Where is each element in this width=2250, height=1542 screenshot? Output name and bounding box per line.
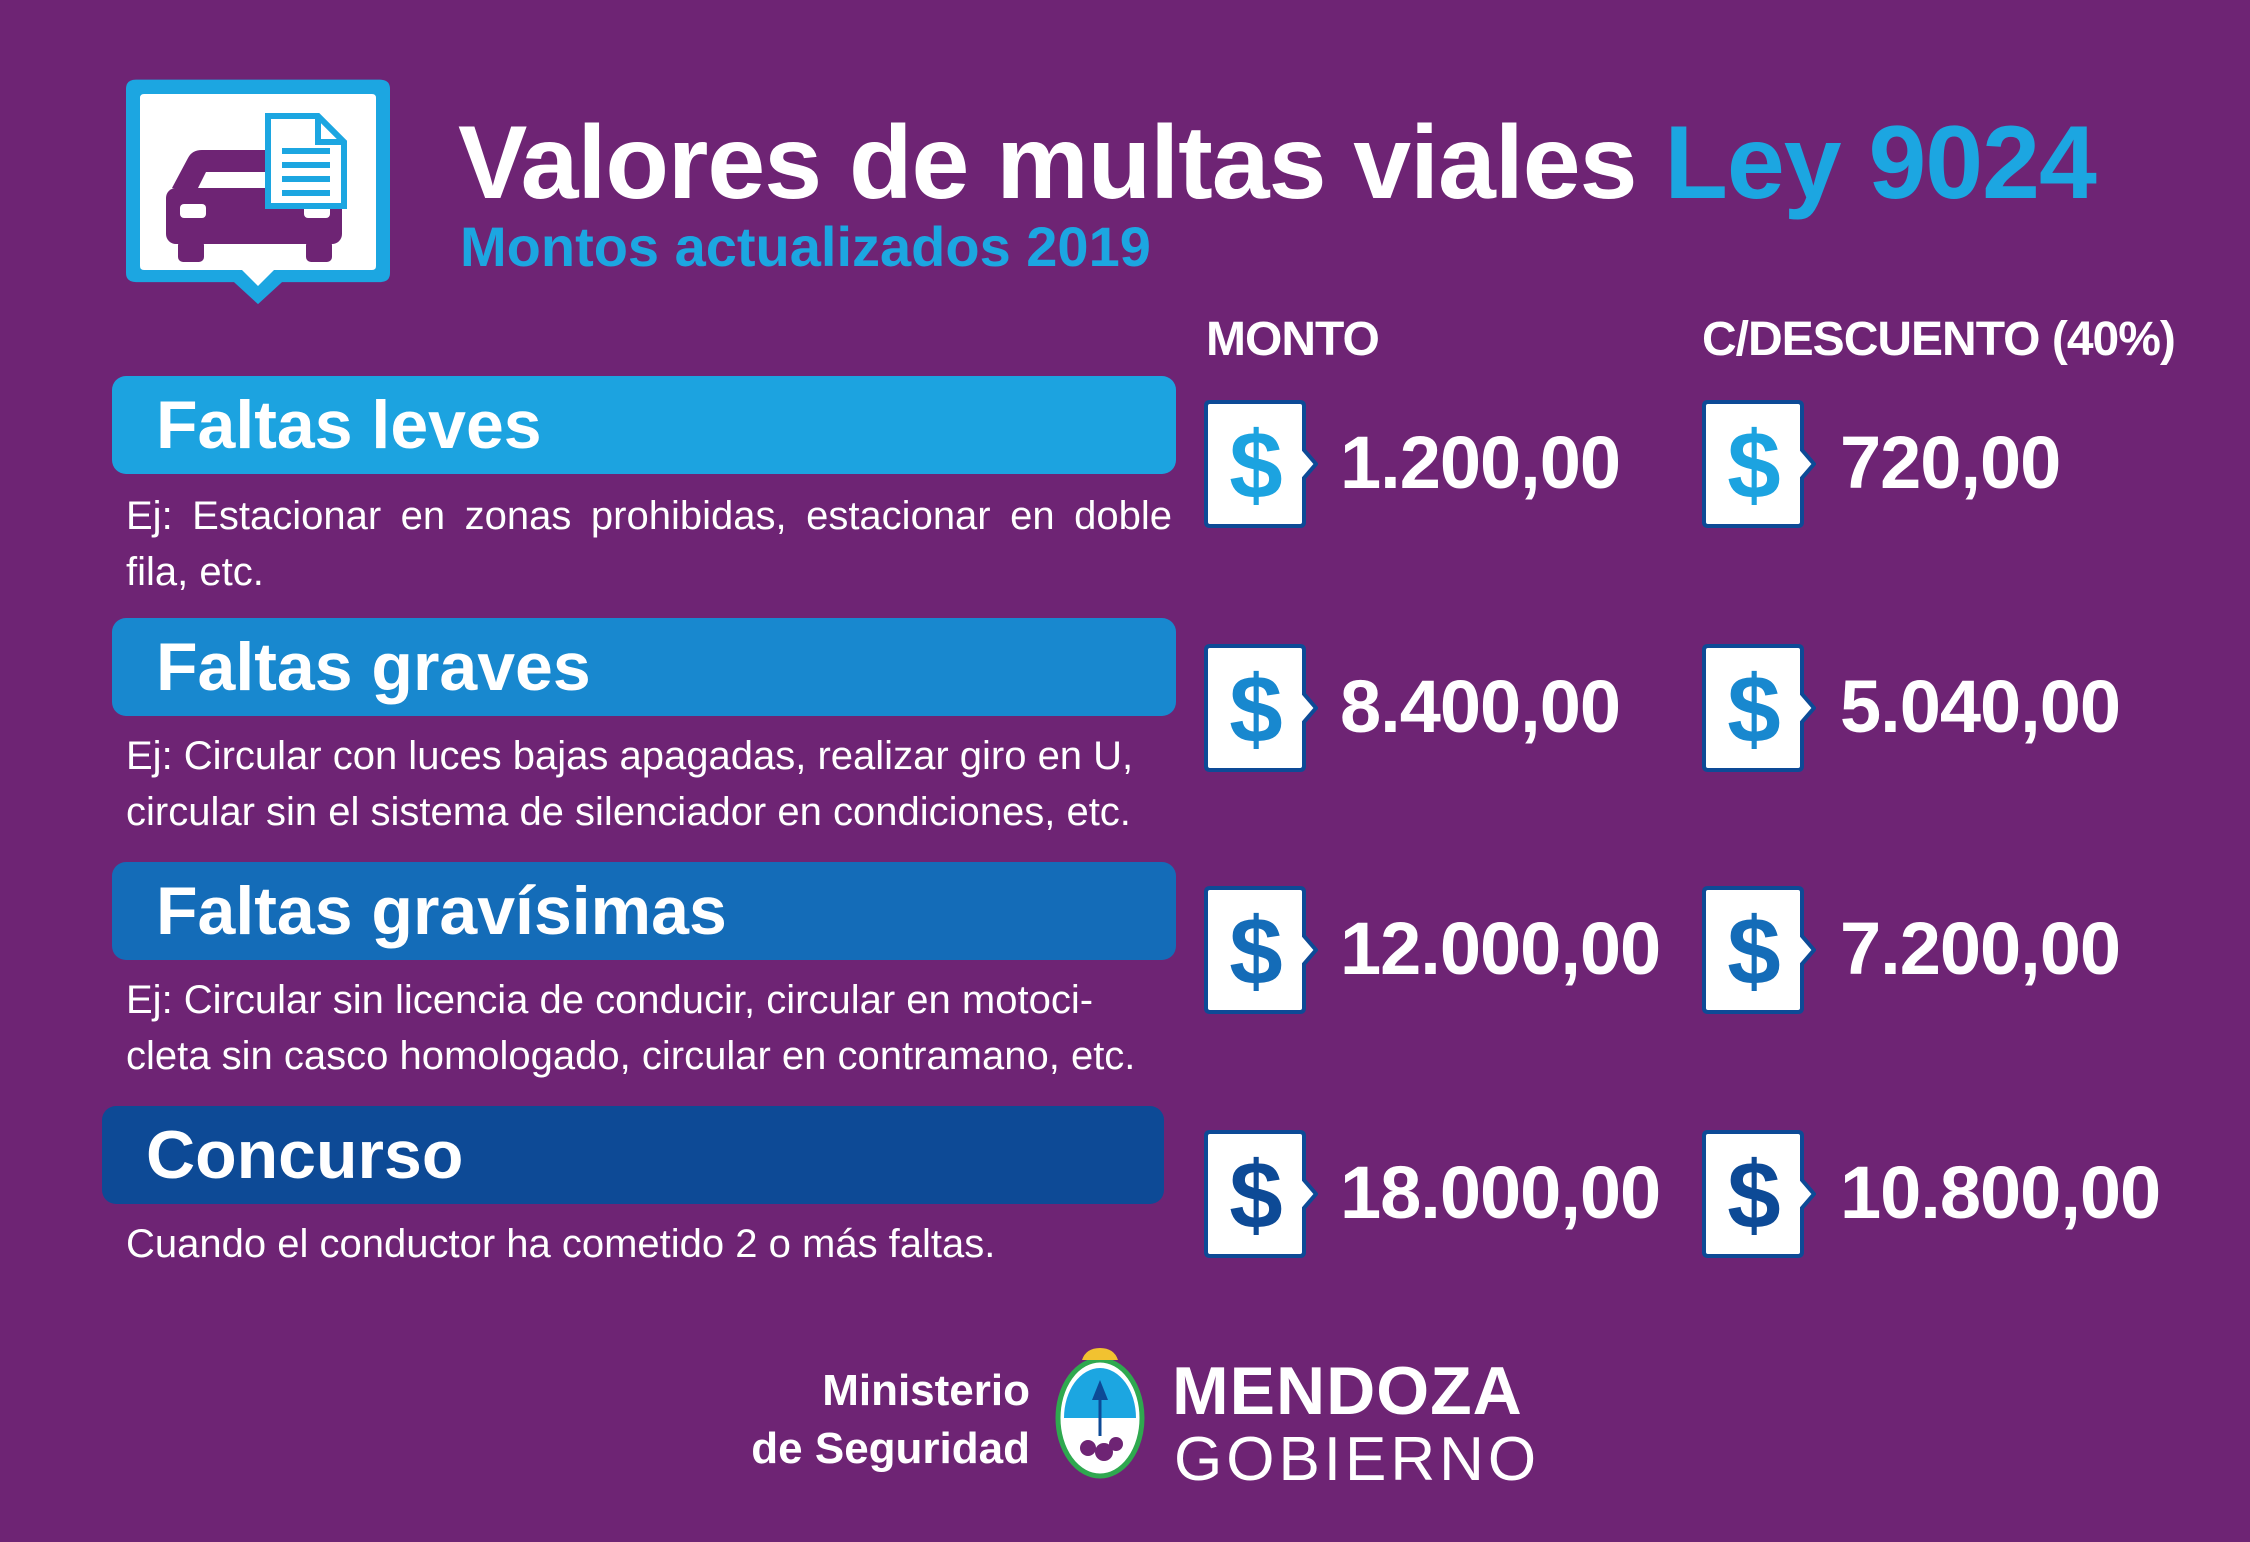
car-document-icon — [126, 79, 390, 305]
brand-gobierno: GOBIERNO — [1174, 1425, 1541, 1494]
page-subtitle: Montos actualizados 2019 — [460, 215, 1151, 278]
ministry-label: Ministerio de Seguridad — [700, 1362, 1030, 1478]
dollar-icon: $ — [1204, 644, 1318, 772]
column-header-monto: MONTO — [1206, 313, 1380, 366]
brand-mendoza: MENDOZA — [1172, 1353, 1523, 1429]
dollar-icon: $ — [1702, 1130, 1816, 1258]
monto-concurso: 18.000,00 — [1340, 1151, 1661, 1234]
dollar-icon: $ — [1204, 886, 1318, 1014]
title-main: Valores de multas viales — [458, 105, 1637, 221]
dollar-icon: $ — [1702, 400, 1816, 528]
descuento-faltas-graves: 5.040,00 — [1840, 665, 2121, 748]
column-header-descuento: C/DESCUENTO (40%) — [1702, 313, 2176, 366]
row-description-faltas-leves: Ej: Estacionar en zonas prohibidas, esta… — [126, 494, 1172, 594]
row-description-concurso: Cuando el conductor ha cometido 2 o más … — [126, 1222, 996, 1266]
row-label-faltas-gravisimas: Faltas gravísimas — [112, 862, 1176, 960]
svg-text:$: $ — [1727, 656, 1780, 763]
dollar-icon: $ — [1204, 1130, 1318, 1258]
dollar-icon: $ — [1702, 644, 1816, 772]
svg-text:$: $ — [1727, 412, 1780, 519]
page-title: Valores de multas viales Ley 9024 — [458, 104, 2097, 223]
svg-text:$: $ — [1229, 412, 1282, 519]
svg-text:$: $ — [1727, 1142, 1780, 1249]
ministry-line2: de Seguridad — [751, 1424, 1030, 1473]
monto-faltas-leves: 1.200,00 — [1340, 421, 1621, 504]
descuento-concurso: 10.800,00 — [1840, 1151, 2161, 1234]
monto-faltas-gravisimas: 12.000,00 — [1340, 907, 1661, 990]
monto-faltas-graves: 8.400,00 — [1340, 665, 1621, 748]
row-label-concurso: Concurso — [102, 1106, 1164, 1204]
svg-text:$: $ — [1229, 898, 1282, 1005]
row-label-faltas-leves: Faltas leves — [112, 376, 1176, 474]
row-label-faltas-graves: Faltas graves — [112, 618, 1176, 716]
ministry-line1: Ministerio — [822, 1366, 1030, 1415]
svg-text:$: $ — [1229, 656, 1282, 763]
row-description-faltas-graves-line2: circular sin el sistema de silenciador e… — [126, 790, 1131, 834]
row-description-faltas-graves-line1: Ej: Circular con luces bajas apagadas, r… — [126, 734, 1134, 778]
svg-text:$: $ — [1727, 898, 1780, 1005]
dollar-icon: $ — [1204, 400, 1318, 528]
row-description-faltas-gravisimas-line1: Ej: Circular sin licencia de conducir, c… — [126, 978, 1094, 1022]
row-description-faltas-gravisimas-line2: cleta sin casco homologado, circular en … — [126, 1034, 1136, 1078]
coat-of-arms-icon — [1055, 1348, 1145, 1479]
descuento-faltas-leves: 720,00 — [1840, 421, 2061, 504]
dollar-icon: $ — [1702, 886, 1816, 1014]
title-accent: Ley 9024 — [1664, 105, 2096, 221]
descuento-faltas-gravisimas: 7.200,00 — [1840, 907, 2121, 990]
svg-text:$: $ — [1229, 1142, 1282, 1249]
